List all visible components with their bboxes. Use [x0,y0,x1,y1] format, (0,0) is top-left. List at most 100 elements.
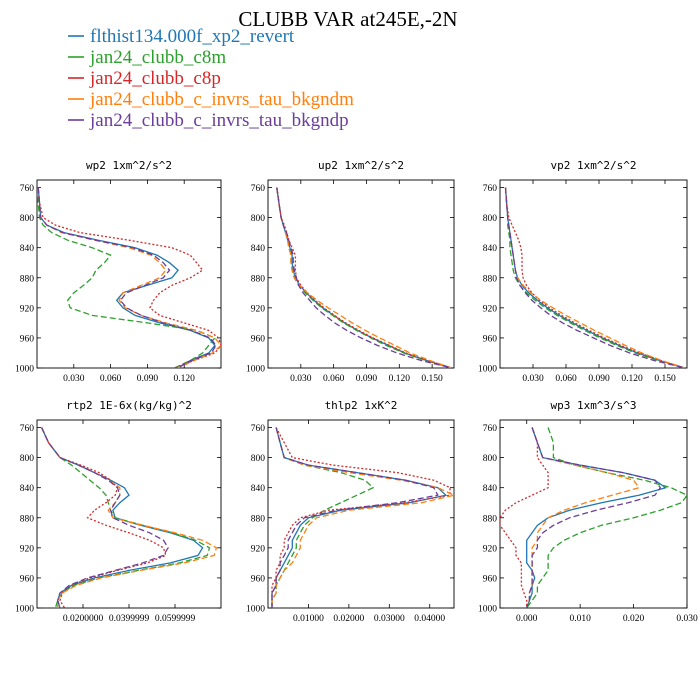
x-tick-label: 0.01000 [293,614,324,624]
series-line [37,187,217,368]
x-tick-label: 0.0200000 [63,614,104,624]
series-line [526,427,687,608]
panel: vp2 1xm^2/s^2 760 800 840 880 920 960 1000 0.030… [478,159,688,384]
series-line [276,187,452,368]
x-tick-label: 0.060 [100,374,122,384]
y-tick-label: 880 [20,514,35,524]
y-tick-label: 920 [20,304,35,314]
y-tick-label: 1000 [478,365,497,375]
x-tick-label: 0.090 [588,374,610,384]
y-tick-label: 880 [251,274,266,284]
y-tick-label: 1000 [246,605,265,615]
y-tick-label: 840 [251,244,266,254]
y-tick-label: 960 [483,334,498,344]
series-line [41,427,167,608]
x-tick-label: 0.0399999 [109,614,150,624]
y-tick-label: 800 [483,214,498,224]
legend-label: jan24_clubb_c8m [89,47,226,68]
x-tick-label: 0.060 [323,374,345,384]
series-line [271,427,448,608]
series-line [504,187,685,368]
series-line [37,187,221,368]
panel: rtp2 1E-6x(kg/kg)^2 760 800 840 880 920 960 100… [15,399,222,624]
legend-entry: jan24_clubb_c_invrs_tau_bkgndm [68,89,354,110]
x-tick-label: 0.030 [63,374,85,384]
y-tick-label: 880 [20,274,35,284]
y-tick-label: 760 [20,424,35,434]
series-line [37,187,221,368]
x-tick-label: 0.010 [569,614,591,624]
x-tick-label: 0.120 [621,374,643,384]
panel: wp2 1xm^2/s^2 760 800 840 880 920 960 1000 0.030… [15,159,222,384]
x-tick-label: 0.030 [676,614,698,624]
series-line [526,427,640,608]
series-line [41,427,218,608]
plot-frame [499,179,688,369]
y-tick-label: 800 [20,214,35,224]
x-tick-label: 0.120 [389,374,411,384]
legend-entry: jan24_clubb_c8m [68,47,226,68]
series-line [271,427,454,608]
y-tick-label: 880 [483,514,498,524]
y-tick-label: 1000 [478,605,497,615]
panel-title: up2 1xm^2/s^2 [318,159,404,172]
y-tick-label: 800 [483,454,498,464]
plot-frame [36,419,222,609]
plot-frame [499,419,688,609]
x-tick-label: 0.030 [290,374,312,384]
x-tick-label: 0.090 [356,374,378,384]
series-line [41,427,204,608]
x-tick-label: 0.120 [174,374,196,384]
y-tick-label: 840 [20,484,35,494]
panel-title: rtp2 1E-6x(kg/kg)^2 [66,399,192,412]
y-tick-label: 960 [483,574,498,584]
y-tick-label: 840 [483,484,498,494]
series-line [41,427,211,608]
y-tick-label: 760 [20,184,35,194]
panel-title: thlp2 1xK^2 [325,399,398,412]
x-tick-label: 0.03000 [374,614,405,624]
y-tick-label: 920 [251,544,266,554]
plot-frame [267,179,455,369]
y-tick-label: 840 [251,484,266,494]
legend-entry: flthist134.000f_xp2_revert [68,26,295,47]
y-tick-label: 1000 [15,605,34,615]
y-tick-label: 880 [251,514,266,524]
series-line [271,427,439,608]
y-tick-label: 960 [251,334,266,344]
y-tick-label: 960 [251,574,266,584]
series-line [271,427,451,608]
legend-entry: jan24_clubb_c8p [68,68,221,89]
plot-frame [36,179,222,369]
series-line [276,187,452,368]
x-tick-label: 0.020 [623,614,645,624]
panel-title: wp2 1xm^2/s^2 [86,159,172,172]
panel-title: vp2 1xm^2/s^2 [550,159,636,172]
y-tick-label: 1000 [15,365,34,375]
y-tick-label: 1000 [246,365,265,375]
panel: thlp2 1xK^2 760 800 840 880 920 960 1000 0.01000… [246,399,455,624]
y-tick-label: 760 [483,184,498,194]
series-line [276,187,452,368]
y-tick-label: 800 [20,454,35,464]
series-line [526,427,662,608]
y-tick-label: 760 [251,184,266,194]
plot-frame [267,419,455,609]
y-tick-label: 960 [20,574,35,584]
y-tick-label: 760 [251,424,266,434]
panel: up2 1xm^2/s^2 760 800 840 880 920 960 1000 0.030… [246,159,455,384]
panel: wp3 1xm^3/s^3 760 800 840 880 920 960 1000 0.000… [478,399,698,624]
y-tick-label: 800 [251,214,266,224]
x-tick-label: 0.0599999 [155,614,196,624]
series-line [504,187,685,368]
series-line [37,187,216,368]
legend-entry: jan24_clubb_c_invrs_tau_bkgndp [68,110,349,131]
y-tick-label: 920 [483,544,498,554]
y-tick-label: 920 [251,304,266,314]
legend-label: flthist134.000f_xp2_revert [90,26,295,47]
series-line [37,187,216,368]
x-tick-label: 0.150 [421,374,443,384]
y-tick-label: 760 [483,424,498,434]
series-line [276,187,453,368]
